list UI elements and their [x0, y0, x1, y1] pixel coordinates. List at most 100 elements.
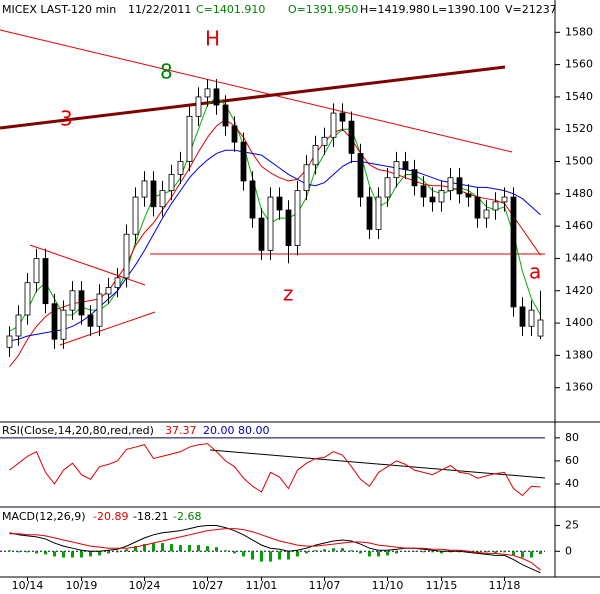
- trend-line: [0, 65, 506, 130]
- histogram-bar: [26, 551, 29, 553]
- histogram-bar: [98, 551, 101, 556]
- histogram-bar: [494, 551, 497, 554]
- macd-value: -20.89: [93, 510, 128, 523]
- histogram-bar: [107, 551, 110, 554]
- histogram-bar: [125, 549, 128, 552]
- histogram-bar: [161, 543, 164, 552]
- histogram-bar: [35, 551, 38, 554]
- candle-body: [456, 177, 463, 195]
- candle-body: [276, 196, 283, 211]
- histogram-bar: [179, 545, 182, 552]
- y-tick-label: 40: [565, 477, 579, 490]
- x-tick-label: 10/19: [66, 579, 98, 592]
- y-tick-label: 1540: [565, 90, 593, 103]
- candle-body: [132, 196, 139, 235]
- histogram-bar: [89, 551, 92, 557]
- macd-title: MACD(12,26,9): [2, 510, 86, 523]
- y-tick-label: 1580: [565, 25, 593, 38]
- candle-body: [483, 209, 490, 219]
- histogram-bar: [350, 550, 353, 552]
- candle-body: [501, 196, 508, 203]
- candle-body: [114, 277, 121, 288]
- histogram-bar: [215, 547, 218, 552]
- signal-line: [9, 528, 541, 571]
- histogram-bar: [116, 551, 119, 553]
- candle-body: [249, 180, 256, 219]
- macd-line: [9, 525, 541, 574]
- candle-body: [87, 314, 94, 327]
- annotation: 3: [60, 107, 73, 131]
- histogram-bar: [323, 549, 326, 552]
- y-tick-label: 60: [565, 454, 579, 467]
- histogram-bar: [476, 551, 479, 553]
- candle-body: [537, 319, 544, 337]
- y-tick-label: 1520: [565, 122, 593, 135]
- header-open: O=1391.950: [288, 3, 358, 16]
- candle-body: [429, 196, 436, 203]
- rsi-level: 20.00: [203, 424, 235, 437]
- candle-body: [177, 161, 184, 175]
- histogram-bar: [485, 551, 488, 553]
- histogram-bar: [62, 551, 65, 558]
- candle-body: [51, 303, 58, 340]
- annotation: a: [529, 260, 541, 284]
- histogram-bar: [269, 551, 272, 562]
- histogram-bar: [503, 551, 506, 553]
- annotation: 8: [160, 60, 173, 84]
- candle-body: [330, 112, 337, 138]
- annotation: H: [205, 27, 220, 51]
- y-tick-label: 1380: [565, 348, 593, 361]
- candle-body: [348, 120, 355, 154]
- histogram-bar: [251, 551, 254, 560]
- candle-body: [411, 169, 418, 187]
- histogram-bar: [242, 551, 245, 557]
- candle-body: [312, 144, 319, 166]
- y-tick-label: 1480: [565, 187, 593, 200]
- y-tick-label: 1500: [565, 155, 593, 168]
- y-tick-label: 1440: [565, 251, 593, 264]
- header-background: [0, 0, 554, 18]
- histogram-bar: [197, 545, 200, 552]
- candle-body: [159, 190, 166, 208]
- x-tick-label: 10/14: [12, 579, 44, 592]
- histogram-bar: [368, 551, 371, 557]
- rsi-value: 37.37: [165, 424, 197, 437]
- y-tick-label: 25: [565, 519, 579, 532]
- header-low: L=1390.100: [432, 3, 500, 16]
- histogram-bar: [341, 548, 344, 552]
- candle-body: [492, 201, 499, 211]
- histogram-bar: [413, 551, 416, 552]
- candle-body: [240, 141, 247, 182]
- x-tick-label: 11/15: [426, 579, 458, 592]
- candle-body: [474, 196, 481, 219]
- candle-body: [420, 185, 427, 198]
- candle-body: [33, 258, 40, 284]
- histogram-bar: [530, 551, 533, 558]
- header-date: 11/22/2011: [128, 3, 191, 16]
- candle-body: [213, 88, 220, 106]
- histogram-bar: [170, 544, 173, 552]
- candle-body: [42, 258, 49, 305]
- candle-body: [285, 209, 292, 246]
- candle-body: [141, 180, 148, 198]
- histogram-bar: [314, 550, 317, 552]
- macd-histogram-value: -2.68: [173, 510, 201, 523]
- candle-body: [186, 115, 193, 162]
- histogram-bar: [332, 548, 335, 552]
- header-high: H=1419.980: [360, 3, 430, 16]
- histogram-bar: [71, 551, 74, 558]
- x-tick-label: 11/01: [246, 579, 278, 592]
- candle-body: [438, 190, 445, 203]
- histogram-bar: [143, 544, 146, 552]
- candle-body: [96, 293, 103, 327]
- candle-body: [69, 290, 76, 311]
- candle-body: [15, 314, 22, 337]
- histogram-bar: [188, 545, 191, 552]
- trend-line: [0, 29, 513, 153]
- candle-body: [384, 177, 391, 198]
- rsi-level: 80.00: [238, 424, 270, 437]
- histogram-bar: [422, 551, 425, 553]
- candle-body: [168, 174, 175, 192]
- x-tick-label: 11/07: [309, 579, 341, 592]
